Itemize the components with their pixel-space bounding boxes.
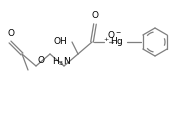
Text: OH: OH <box>53 37 67 46</box>
Text: H$_3$N: H$_3$N <box>52 56 71 68</box>
Text: O$^-$: O$^-$ <box>107 29 122 40</box>
Text: O: O <box>8 29 15 38</box>
Text: O: O <box>91 11 98 20</box>
Text: $^+$Hg: $^+$Hg <box>102 35 124 49</box>
Text: O: O <box>37 56 44 65</box>
